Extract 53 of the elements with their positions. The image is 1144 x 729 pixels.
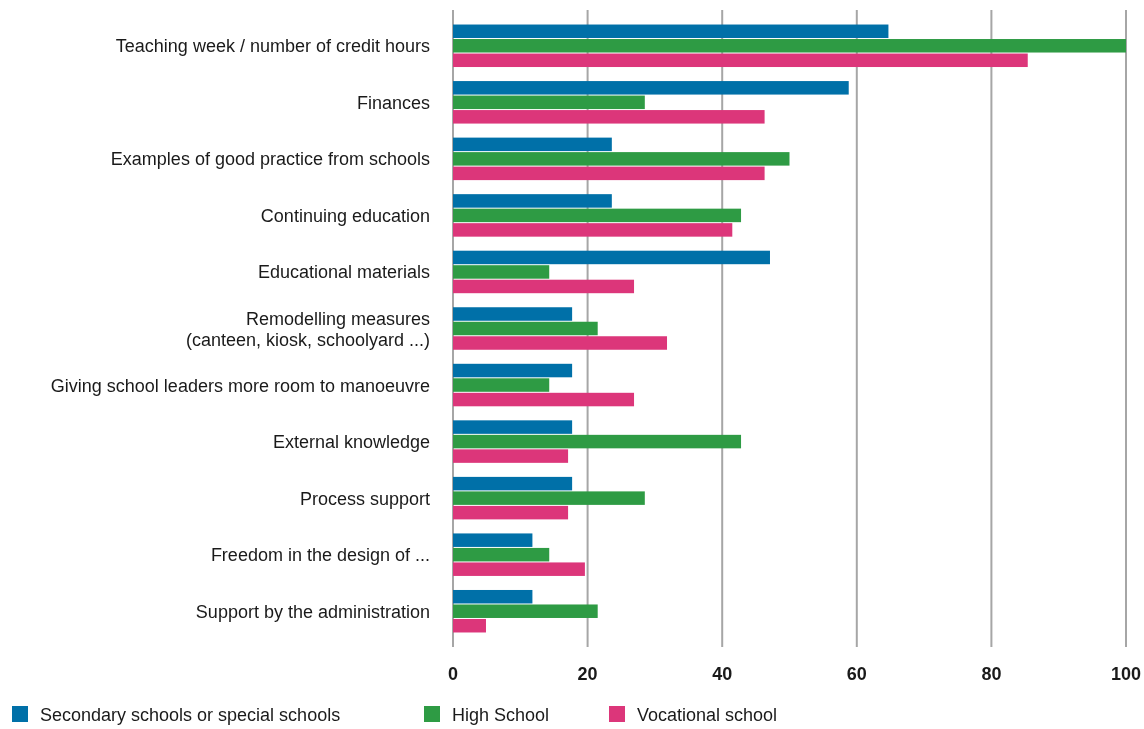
bar (453, 604, 598, 618)
bar (453, 562, 585, 576)
y-tick-label: Examples of good practice from schools (110, 149, 430, 170)
legend-label: Secondary schools or special schools (40, 705, 341, 725)
bar (453, 434, 742, 449)
bar (453, 250, 770, 265)
x-tick-label: 80 (981, 664, 1002, 684)
bar (453, 378, 550, 392)
bar (453, 363, 573, 378)
bar (453, 449, 569, 463)
y-tick-label: Teaching week / number of credit hours (115, 36, 430, 57)
bar (453, 265, 550, 279)
bar (453, 307, 573, 321)
bar (453, 24, 889, 39)
bar (453, 589, 533, 604)
legend-label: High School (452, 705, 550, 725)
bar (453, 476, 573, 491)
bar (453, 137, 612, 152)
bar (453, 505, 569, 520)
x-tick-label: 40 (712, 664, 733, 684)
bar (453, 547, 550, 562)
x-tick-label: 60 (846, 664, 867, 684)
bar (453, 223, 733, 237)
bar (453, 194, 612, 208)
bar (453, 95, 645, 110)
y-tick-label: Giving school leaders more room to manoeuvre (50, 375, 430, 396)
y-tick-label: Process support (299, 488, 430, 509)
bar (453, 420, 573, 434)
bar (453, 81, 849, 95)
bar (453, 279, 635, 294)
bar (453, 392, 635, 407)
y-tick-label: Support by the administration (195, 601, 430, 622)
bar (453, 208, 742, 223)
y-tick-label: Continuing education (260, 205, 430, 226)
x-tick-label: 0 (447, 664, 459, 684)
bar (453, 533, 533, 547)
bar (453, 53, 1028, 68)
x-tick-label: 20 (577, 664, 598, 684)
y-tick-label: Educational materials (257, 262, 430, 283)
bar (453, 618, 486, 633)
x-tick-label: 100 (1110, 664, 1142, 684)
bar (453, 321, 598, 336)
bar (453, 39, 1126, 53)
bar (453, 166, 765, 181)
y-tick-label: Freedom in the design of ... (210, 545, 430, 566)
bar (453, 110, 765, 124)
legend-label: Vocational school (637, 705, 778, 725)
bar (453, 336, 668, 350)
bar (453, 152, 790, 166)
y-tick-label: External knowledge (272, 432, 430, 453)
bar (453, 491, 645, 505)
y-tick-label: Finances (356, 92, 430, 113)
y-tick-label: Remodelling measures (canteen, kiosk, schoolyard ...) (185, 308, 430, 350)
